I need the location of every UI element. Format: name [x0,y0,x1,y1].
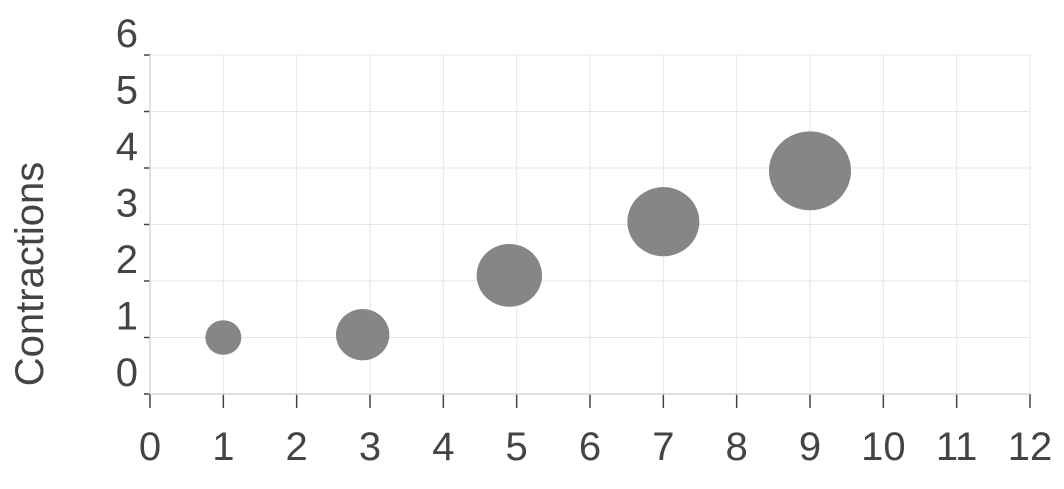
bubble-point [205,320,242,355]
y-tick-label: 6 [116,12,138,56]
x-tick-label: 6 [579,425,601,469]
bubble-point [335,309,390,361]
y-tick-label: 2 [116,238,138,282]
x-tick-label: 12 [1008,425,1053,469]
bubble-point [768,131,852,211]
bubbles [205,131,852,361]
x-tick-label: 9 [799,425,821,469]
y-tick-label: 4 [116,125,138,169]
y-tick-label: 3 [116,182,138,226]
x-tick-label: 0 [139,425,161,469]
x-tick-label: 7 [652,425,674,469]
x-tick-label: 11 [936,425,978,469]
x-tick-label: 3 [359,425,381,469]
axes [144,54,1031,408]
grid [150,54,1031,394]
x-tick-label: 5 [506,425,528,469]
x-tick-label: 10 [861,425,906,469]
x-tick-label: 2 [286,425,308,469]
y-tick-label: 1 [116,295,138,339]
x-tick-label: 8 [726,425,748,469]
x-tick-label: 4 [432,425,454,469]
bubble-point [627,187,700,257]
y-tick-label: 0 [116,351,138,395]
y-axis-title: Contractions [8,162,52,387]
y-tick-label: 5 [116,69,138,113]
bubble-point [476,243,543,307]
x-tick-label: 1 [212,425,234,469]
